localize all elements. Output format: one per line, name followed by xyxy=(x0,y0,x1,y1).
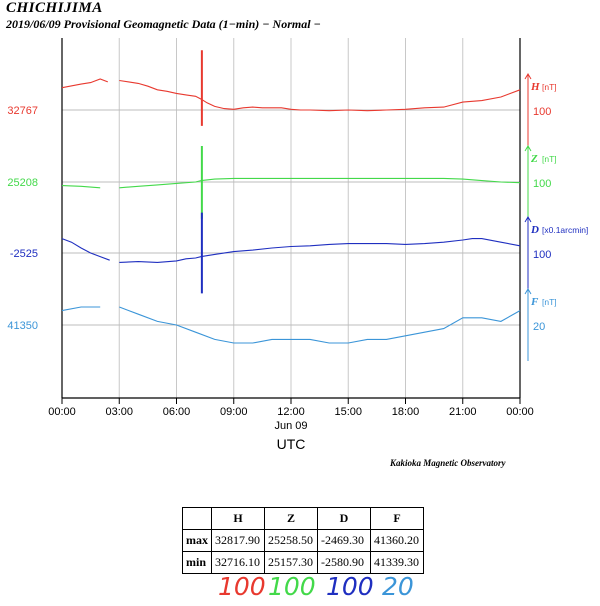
scale-legend-d: 100 xyxy=(326,572,374,601)
geomagnetic-chart: 00:00 03:00 06:00 09:00 12:00 15:00 18:00 21:00… xyxy=(7,38,588,452)
scale-arrow-head xyxy=(524,288,532,295)
x-tick-label: 15:00 xyxy=(334,406,362,418)
series-line xyxy=(119,79,521,112)
series-base-label: 32767 xyxy=(7,105,38,117)
stats-row-label: max xyxy=(182,529,212,552)
chart-subtitle: 2019/06/09 Provisional Geomagnetic Data … xyxy=(6,17,321,31)
series-line xyxy=(119,177,521,189)
x-tick-label: 21:00 xyxy=(449,406,477,418)
stats-cell: 25258.50 xyxy=(264,529,318,552)
scale-legend-z: 100 xyxy=(268,572,316,601)
stats-row-max: max 32817.90 25258.50 -2469.30 41360.20 xyxy=(182,529,424,552)
stats-cell: 32716.10 xyxy=(211,551,265,574)
series-line xyxy=(119,306,521,344)
series-unit-label: [nT] xyxy=(542,82,557,92)
x-tick-label: 06:00 xyxy=(163,406,191,418)
stats-cell: -2469.30 xyxy=(317,529,371,552)
x-tick-label: 00:00 xyxy=(506,406,534,418)
series-line xyxy=(61,238,110,261)
stats-col-header: D xyxy=(317,507,371,530)
observatory-credit: Kakioka Magnetic Observatory xyxy=(390,458,506,468)
stats-row-min: min 32716.10 25157.30 -2580.90 41339.30 xyxy=(182,551,424,574)
x-axis-title: UTC xyxy=(277,436,306,452)
series-scale-label: 20 xyxy=(533,321,545,333)
series-name-label: D xyxy=(530,224,539,236)
series-base-label: -2525 xyxy=(10,248,38,260)
x-tick-label: 18:00 xyxy=(392,406,420,418)
stats-row-label: min xyxy=(182,551,212,574)
x-tick-label: 00:00 xyxy=(48,406,76,418)
series-name-label: H xyxy=(530,81,540,93)
series-base-label: 41350 xyxy=(7,320,38,332)
stats-corner xyxy=(182,507,212,530)
x-date-label: Jun 09 xyxy=(274,420,307,432)
series-scale-label: 100 xyxy=(533,249,551,261)
stats-col-header: H xyxy=(211,507,265,530)
series-unit-label: [x0.1arcmin] xyxy=(542,225,588,235)
stats-cell: -2580.90 xyxy=(317,551,371,574)
series-line xyxy=(61,185,101,189)
x-tick-label: 12:00 xyxy=(277,406,305,418)
stats-col-header: Z xyxy=(264,507,318,530)
series-unit-label: [nT] xyxy=(542,297,557,307)
series-scale-label: 100 xyxy=(533,178,551,190)
scale-legend-f: 20 xyxy=(382,572,414,601)
series-scale-label: 100 xyxy=(533,106,551,118)
scale-arrow-head xyxy=(524,216,532,223)
stats-header-row: H Z D F xyxy=(182,507,424,530)
x-tick-label: 09:00 xyxy=(220,406,248,418)
x-tick-label: 03:00 xyxy=(105,406,133,418)
scale-arrow-head xyxy=(524,73,532,80)
scale-legend-h: 100 xyxy=(218,572,266,601)
series-unit-label: [nT] xyxy=(542,154,557,164)
stats-cell: 25157.30 xyxy=(264,551,318,574)
series-base-label: 25208 xyxy=(7,177,38,189)
series-name-label: Z xyxy=(530,153,538,165)
stats-cell: 32817.90 xyxy=(211,529,265,552)
series-line xyxy=(119,238,521,263)
station-title: CHICHIJIMA xyxy=(6,0,103,16)
stats-cell: 41360.20 xyxy=(370,529,424,552)
series-line xyxy=(61,78,108,89)
series-line xyxy=(61,306,101,312)
series-name-label: F xyxy=(530,296,539,308)
stats-cell: 41339.30 xyxy=(370,551,424,574)
scale-arrow-head xyxy=(524,145,532,152)
stats-table: H Z D F max 32817.90 25258.50 -2469.30 4… xyxy=(182,507,424,574)
stats-col-header: F xyxy=(370,507,424,530)
